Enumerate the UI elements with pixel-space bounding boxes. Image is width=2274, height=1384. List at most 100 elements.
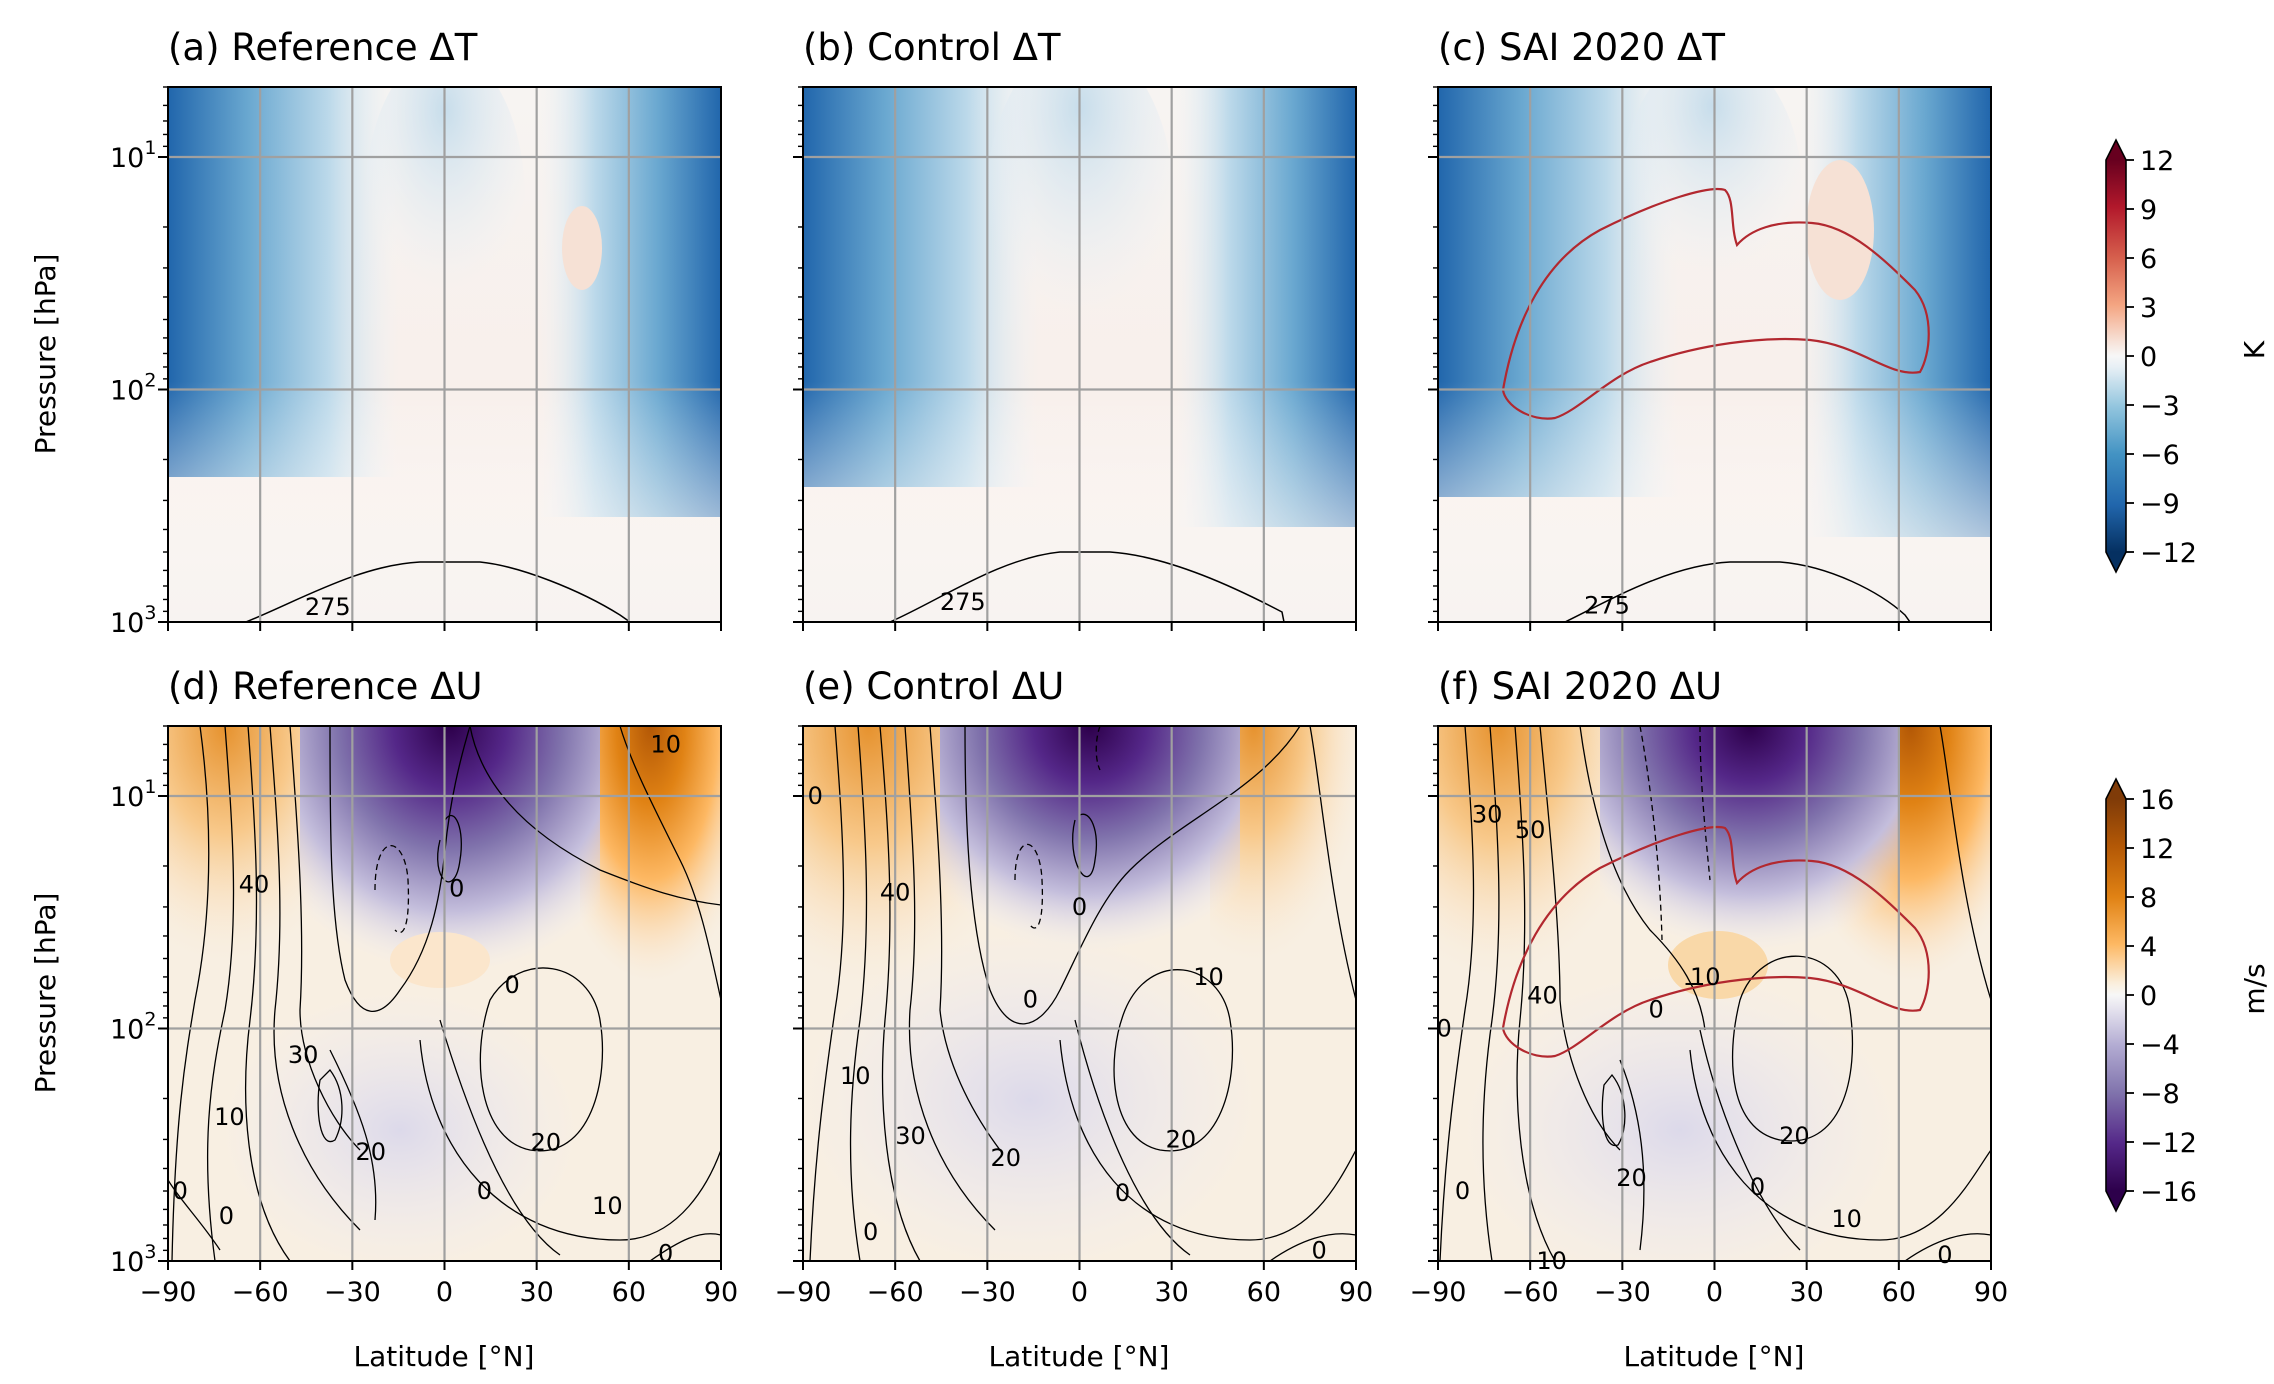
panel-e: (e) Control ΔU xyxy=(775,665,1374,1373)
colorbar-wind-tick-label-3: 4 xyxy=(2140,932,2157,963)
panel-d-ytick-label-2: 103 xyxy=(110,1241,156,1278)
panel-f-title: (f) SAI 2020 ΔU xyxy=(1438,665,1722,708)
panel-a-contour-275 xyxy=(245,561,631,622)
panel-f-u-contours xyxy=(1439,726,1991,1261)
panel-e-contour-label-11: 0 xyxy=(1311,1236,1326,1264)
panel-d-xtick-label-4: 30 xyxy=(519,1277,553,1308)
panel-e-contour-label-2: 0 xyxy=(1072,893,1087,921)
panel-c-sai-region-contour xyxy=(1501,188,1930,420)
colorbar-wind-unit: m/s xyxy=(2238,963,2271,1014)
panel-f-xtick-label-5: 60 xyxy=(1882,1277,1916,1308)
colorbar-temperature-tick-label-1: 9 xyxy=(2140,195,2157,226)
panel-d-contour-label-2: 0 xyxy=(449,875,464,903)
panel-e-contour-label-7: 20 xyxy=(990,1144,1021,1172)
panel-e-contour-label-4: 10 xyxy=(1193,963,1224,991)
panel-e-contour-label-3: 0 xyxy=(1023,985,1038,1013)
panel-e-axes: −90 −60 −30 0 30 60 90 xyxy=(775,725,1373,1308)
panel-f-sai-region-contour xyxy=(1501,826,1930,1058)
colorbar-temperature-extend-top xyxy=(2106,140,2126,160)
colorbar-wind-tick-label-5: −4 xyxy=(2140,1030,2180,1061)
panel-f-xtick-label-0: −90 xyxy=(1410,1277,1467,1308)
colorbar-temperature-tick-label-7: −9 xyxy=(2140,489,2180,520)
colorbar-temperature-tick-label-3: 3 xyxy=(2140,293,2157,324)
colorbar-wind-tick-label-7: −12 xyxy=(2140,1128,2197,1159)
colorbar-wind-extend-top xyxy=(2106,779,2126,799)
panel-f-contour-label-12: 10 xyxy=(1536,1247,1567,1275)
panel-d-ylabel: Pressure [hPa] xyxy=(29,893,62,1094)
colorbar-wind-tick-label-2: 8 xyxy=(2140,883,2157,914)
panel-e-field-easterly-core xyxy=(940,726,1240,1026)
panel-d-field-subtropical-westerly xyxy=(390,932,490,988)
panel-a-ytick-label-2: 103 xyxy=(110,602,156,639)
panel-b-contour-275 xyxy=(889,551,1285,622)
panel-b-axes xyxy=(793,86,1357,631)
panel-e-contour-label-1: 40 xyxy=(880,878,911,906)
panel-f-contour-label-0: 30 xyxy=(1472,800,1503,828)
panel-f-field-subtropical-westerly xyxy=(1668,931,1768,999)
panel-e-contour-label-9: 0 xyxy=(1115,1179,1130,1207)
panel-d-field-easterly-core xyxy=(300,726,600,1056)
panel-f-grid xyxy=(1438,726,1991,1261)
panel-e-xtick-label-4: 30 xyxy=(1154,1277,1188,1308)
panel-c-grid xyxy=(1438,87,1991,622)
panel-f-xtick-label-3: 0 xyxy=(1706,1277,1723,1308)
panel-d-contour-label-12: 0 xyxy=(658,1240,673,1268)
panel-d-contour-label-9: 10 xyxy=(592,1192,623,1220)
panel-e-xtick-label-3: 0 xyxy=(1071,1277,1088,1308)
panel-e-xtick-label-6: 90 xyxy=(1339,1277,1373,1308)
panel-f-contour-label-10: 10 xyxy=(1831,1205,1862,1233)
panel-d-contour-label-3: 0 xyxy=(504,971,519,999)
panel-d: (d) Reference ΔU xyxy=(29,665,738,1373)
panel-d-field-easterly-lower xyxy=(220,990,580,1261)
panel-e-title: (e) Control ΔU xyxy=(803,665,1064,708)
panel-f: (f) SAI 2020 ΔU xyxy=(1410,665,2009,1373)
panel-e-grid xyxy=(803,726,1356,1261)
panel-c-axes xyxy=(1428,86,1992,631)
colorbar-temperature-unit: K xyxy=(2238,340,2271,359)
colorbar-temperature-extend-bottom xyxy=(2106,552,2126,572)
colorbar-wind-tick-label-6: −8 xyxy=(2140,1079,2180,1110)
panel-d-field-westerly-north xyxy=(580,726,721,1046)
panel-b-grid xyxy=(803,87,1356,622)
panel-f-xtick-label-1: −60 xyxy=(1502,1277,1559,1308)
panel-a-contour-label-0: 275 xyxy=(305,593,351,621)
panel-e-contour-labels: 0 40 0 0 10 10 30 20 20 0 0 0 xyxy=(808,782,1327,1264)
panel-d-contour-label-5: 10 xyxy=(214,1103,245,1131)
colorbar-temperature-ticks: 12 9 6 3 0 −3 −6 −9 −12 xyxy=(2126,146,2197,569)
panel-d-title: (d) Reference ΔU xyxy=(168,665,483,708)
panel-d-ytick-label-0: 101 xyxy=(110,776,156,813)
colorbar-temperature-tick-label-2: 6 xyxy=(2140,244,2157,275)
panel-d-xlabel: Latitude [°N] xyxy=(354,1340,535,1373)
panel-a: (a) Reference ΔT 275 101 102 103 Pressure … xyxy=(29,26,722,639)
panel-f-contour-label-3: 0 xyxy=(1648,996,1663,1024)
panel-b-title: (b) Control ΔT xyxy=(803,26,1061,69)
panel-c-title: (c) SAI 2020 ΔT xyxy=(1438,26,1725,69)
colorbar-temperature-tick-label-8: −12 xyxy=(2140,538,2197,569)
panel-c-contour-labels: 275 xyxy=(1584,592,1630,620)
panel-b-contour-labels: 275 xyxy=(940,588,986,616)
colorbar-wind-tick-label-4: 0 xyxy=(2140,981,2157,1012)
panel-e-xlabel: Latitude [°N] xyxy=(989,1340,1170,1373)
panel-c-contour-275 xyxy=(1564,561,1911,622)
panel-d-contour-label-11: 0 xyxy=(219,1202,234,1230)
panel-f-contour-label-1: 50 xyxy=(1515,816,1546,844)
panel-d-contour-label-10: 0 xyxy=(173,1177,188,1205)
panel-f-contour-label-8: 20 xyxy=(1779,1122,1810,1150)
panel-d-contour-label-4: 30 xyxy=(288,1041,319,1069)
panel-f-contour-label-2: 40 xyxy=(1527,981,1558,1009)
panel-d-contour-label-8: 0 xyxy=(477,1177,492,1205)
panel-f-contour-label-7: 20 xyxy=(1616,1164,1647,1192)
panel-f-contour-label-11: 0 xyxy=(1455,1177,1470,1205)
panel-a-ytick-label-0: 101 xyxy=(110,137,156,174)
panel-f-contour-label-9: 0 xyxy=(1750,1173,1765,1201)
panel-b-contour-label-0: 275 xyxy=(940,588,986,616)
panel-d-grid xyxy=(168,726,721,1261)
panel-e-xtick-label-1: −60 xyxy=(867,1277,924,1308)
panel-a-contour-labels: 275 xyxy=(305,593,351,621)
panel-a-ytick-label-1: 102 xyxy=(110,369,156,406)
panel-a-axes: 101 102 103 xyxy=(110,86,722,639)
panel-f-contour-label-13: 0 xyxy=(1937,1241,1952,1269)
panel-d-contour-label-6: 20 xyxy=(355,1138,386,1166)
colorbar-temperature-tick-label-0: 12 xyxy=(2140,146,2174,177)
